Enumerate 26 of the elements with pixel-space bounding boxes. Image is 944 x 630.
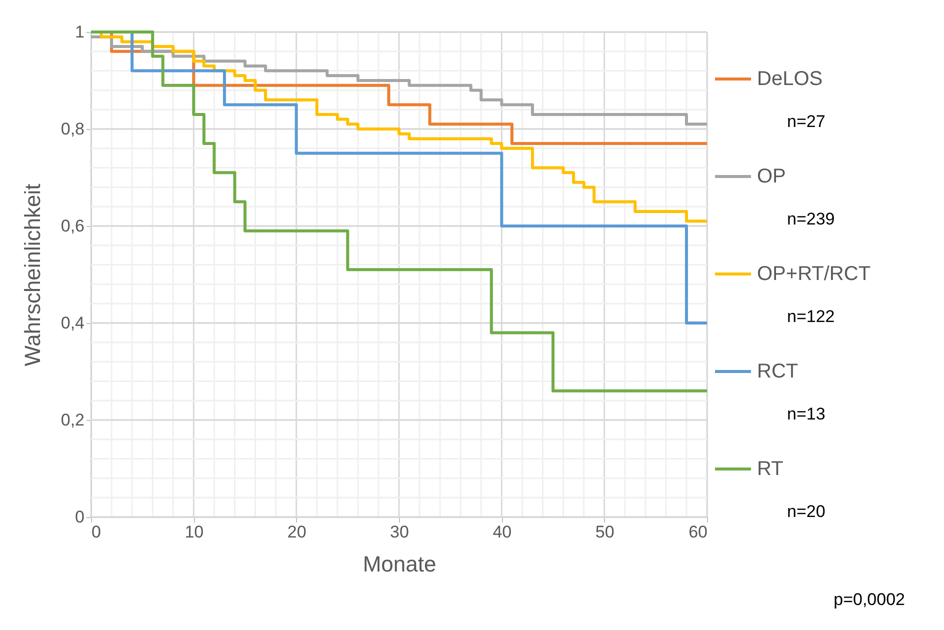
y-axis-title: Wahrscheinlichkeit (20, 184, 45, 366)
y-tick-label: 0,4 (60, 314, 84, 332)
x-tick-label: 50 (595, 522, 614, 542)
x-tick-label: 0 (92, 522, 101, 542)
legend-label: OP (757, 166, 786, 188)
legend-label: RT (757, 458, 784, 480)
legend-label: RCT (757, 360, 798, 382)
y-tick-label: 0,2 (60, 410, 84, 430)
text: n=122 (787, 307, 835, 326)
x-tick-label: 60 (688, 522, 708, 542)
text: p=0,0002 (834, 590, 905, 609)
x-tick-label: 20 (287, 522, 306, 542)
text: n=239 (787, 210, 835, 228)
x-axis-title: Monate (362, 552, 436, 576)
x-tick-label: 10 (184, 522, 204, 542)
y-tick-label: 0,6 (60, 216, 84, 236)
y-tick-label: 0 (75, 508, 84, 526)
text: n=20 (787, 502, 826, 521)
x-tick-label: 40 (492, 522, 512, 542)
y-tick-label: 0,8 (60, 120, 84, 138)
y-tick-label: 1 (75, 22, 84, 42)
x-tick-label: 30 (390, 522, 409, 542)
text: n=13 (787, 404, 826, 424)
legend-label: OP+RT/RCT (757, 263, 871, 285)
legend-label: DeLOS (757, 68, 823, 90)
text: n=27 (787, 112, 826, 131)
